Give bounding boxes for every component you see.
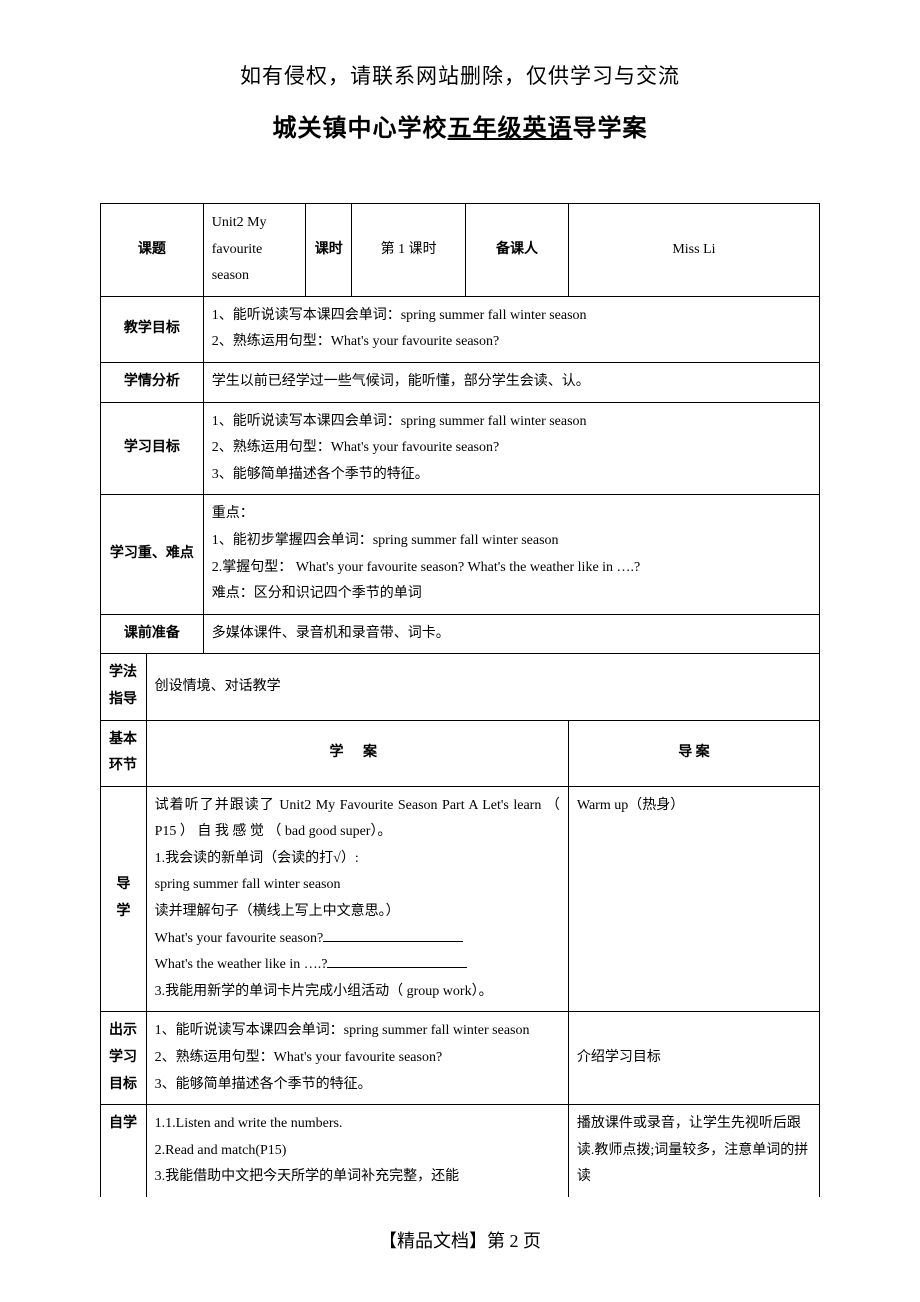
dao-l1: 试着听了并跟读了 Unit2 My Favourite Season Part … <box>155 793 560 846</box>
self-right: 播放课件或录音，让学生先视听后跟读.教师点拨;词量较多，注意单词的拼读 <box>568 1105 819 1197</box>
analysis-value: 学生以前已经学过一些气候词，能听懂，部分学生会读、认。 <box>203 362 819 402</box>
keypoints-l4: 难点：区分和识记四个季节的单词 <box>212 581 811 608</box>
show-l1: 1、能听说读写本课四会单词：spring summer fall winter … <box>155 1018 560 1045</box>
row-teach-goal: 教学目标 1、能听说读写本课四会单词：spring summer fall wi… <box>101 296 820 362</box>
dao-l3: spring summer fall winter season <box>155 872 560 899</box>
teach-goal-line2: 2、熟练运用句型：What's your favourite season? <box>212 329 811 356</box>
dao-left: 试着听了并跟读了 Unit2 My Favourite Season Part … <box>146 786 568 1012</box>
fill-blank-1 <box>323 927 463 942</box>
document-title: 城关镇中心学校五年级英语导学案 <box>100 108 820 143</box>
show-l3: 3、能够简单描述各个季节的特征。 <box>155 1072 560 1099</box>
dao-l4: 读并理解句子（横线上写上中文意思。） <box>155 899 560 926</box>
prep-label: 课前准备 <box>101 614 204 654</box>
document-page: 如有侵权，请联系网站删除，仅供学习与交流 城关镇中心学校五年级英语导学案 课题 … <box>0 0 920 1293</box>
learn-goal-line3: 3、能够简单描述各个季节的特征。 <box>212 462 811 489</box>
keypoints-l1: 重点： <box>212 501 811 528</box>
method-label: 学法指导 <box>101 654 147 720</box>
dao-l6-text: What's the weather like in ….? <box>155 957 328 972</box>
self-left: 1.1.Listen and write the numbers. 2.Read… <box>146 1105 568 1197</box>
row-keypoints: 学习重、难点 重点： 1、能初步掌握四会单词：spring summer fal… <box>101 495 820 614</box>
fill-blank-2 <box>327 953 467 968</box>
row-method: 学法指导 创设情境、对话教学 <box>101 654 820 720</box>
author-label: 备课人 <box>466 204 569 297</box>
row-prep: 课前准备 多媒体课件、录音机和录音带、词卡。 <box>101 614 820 654</box>
row-sections-header: 基本环节 学 案 导 案 <box>101 720 820 786</box>
self-l1: 1.1.Listen and write the numbers. <box>155 1111 560 1138</box>
keypoints-value: 重点： 1、能初步掌握四会单词：spring summer fall winte… <box>203 495 819 614</box>
title-prefix: 城关镇中心学校 <box>273 116 448 142</box>
show-l2: 2、熟练运用句型：What's your favourite season? <box>155 1045 560 1072</box>
page-footer: 【精品文档】第 2 页 <box>100 1227 820 1253</box>
teach-goal-label: 教学目标 <box>101 296 204 362</box>
sections-label: 基本环节 <box>101 720 147 786</box>
dao-l2: 1.我会读的新单词（会读的打√）: <box>155 846 560 873</box>
row-topic: 课题 Unit2 My favourite season 课时 第 1 课时 备… <box>101 204 820 297</box>
dao-label: 导 学 <box>101 786 147 1012</box>
learn-goal-line2: 2、熟练运用句型：What's your favourite season? <box>212 435 811 462</box>
prep-value: 多媒体课件、录音机和录音带、词卡。 <box>203 614 819 654</box>
header-note: 如有侵权，请联系网站删除，仅供学习与交流 <box>100 60 820 90</box>
teach-goal-line1: 1、能听说读写本课四会单词：spring summer fall winter … <box>212 303 811 330</box>
analysis-label: 学情分析 <box>101 362 204 402</box>
topic-label: 课题 <box>101 204 204 297</box>
lesson-value: 第 1 课时 <box>352 204 466 297</box>
learn-goal-label: 学习目标 <box>101 402 204 495</box>
self-l3: 3.我能借助中文把今天所学的单词补充完整，还能 <box>155 1164 560 1191</box>
lesson-label: 课时 <box>306 204 352 297</box>
row-analysis: 学情分析 学生以前已经学过一些气候词，能听懂，部分学生会读、认。 <box>101 362 820 402</box>
self-l2: 2.Read and match(P15) <box>155 1138 560 1165</box>
show-goal-left: 1、能听说读写本课四会单词：spring summer fall winter … <box>146 1012 568 1105</box>
author-value: Miss Li <box>568 204 819 297</box>
topic-value: Unit2 My favourite season <box>203 204 306 297</box>
sections-right-title: 导 案 <box>568 720 819 786</box>
row-dao: 导 学 试着听了并跟读了 Unit2 My Favourite Season P… <box>101 786 820 1012</box>
dao-l5-text: What's your favourite season? <box>155 931 324 946</box>
keypoints-l3: 2.掌握句型： What's your favourite season? Wh… <box>212 555 811 582</box>
method-value: 创设情境、对话教学 <box>146 654 819 720</box>
title-suffix: 导学案 <box>573 116 648 142</box>
dao-l6: What's the weather like in ….? <box>155 952 560 979</box>
show-goal-right: 介绍学习目标 <box>568 1012 819 1105</box>
row-learn-goal: 学习目标 1、能听说读写本课四会单词：spring summer fall wi… <box>101 402 820 495</box>
dao-l7: 3.我能用新学的单词卡片完成小组活动（ group work）。 <box>155 979 560 1006</box>
learn-goal-value: 1、能听说读写本课四会单词：spring summer fall winter … <box>203 402 819 495</box>
lesson-plan-table: 课题 Unit2 My favourite season 课时 第 1 课时 备… <box>100 203 820 1197</box>
keypoints-label: 学习重、难点 <box>101 495 204 614</box>
dao-right: Warm up（热身） <box>568 786 819 1012</box>
learn-goal-line1: 1、能听说读写本课四会单词：spring summer fall winter … <box>212 409 811 436</box>
row-self-study: 自学 1.1.Listen and write the numbers. 2.R… <box>101 1105 820 1197</box>
row-show-goal: 出示学习目标 1、能听说读写本课四会单词：spring summer fall … <box>101 1012 820 1105</box>
keypoints-l2: 1、能初步掌握四会单词：spring summer fall winter se… <box>212 528 811 555</box>
self-label: 自学 <box>101 1105 147 1197</box>
dao-l5: What's your favourite season? <box>155 926 560 953</box>
sections-left-title: 学 案 <box>146 720 568 786</box>
teach-goal-value: 1、能听说读写本课四会单词：spring summer fall winter … <box>203 296 819 362</box>
show-goal-label: 出示学习目标 <box>101 1012 147 1105</box>
title-underline: 五年级英语 <box>448 116 573 142</box>
